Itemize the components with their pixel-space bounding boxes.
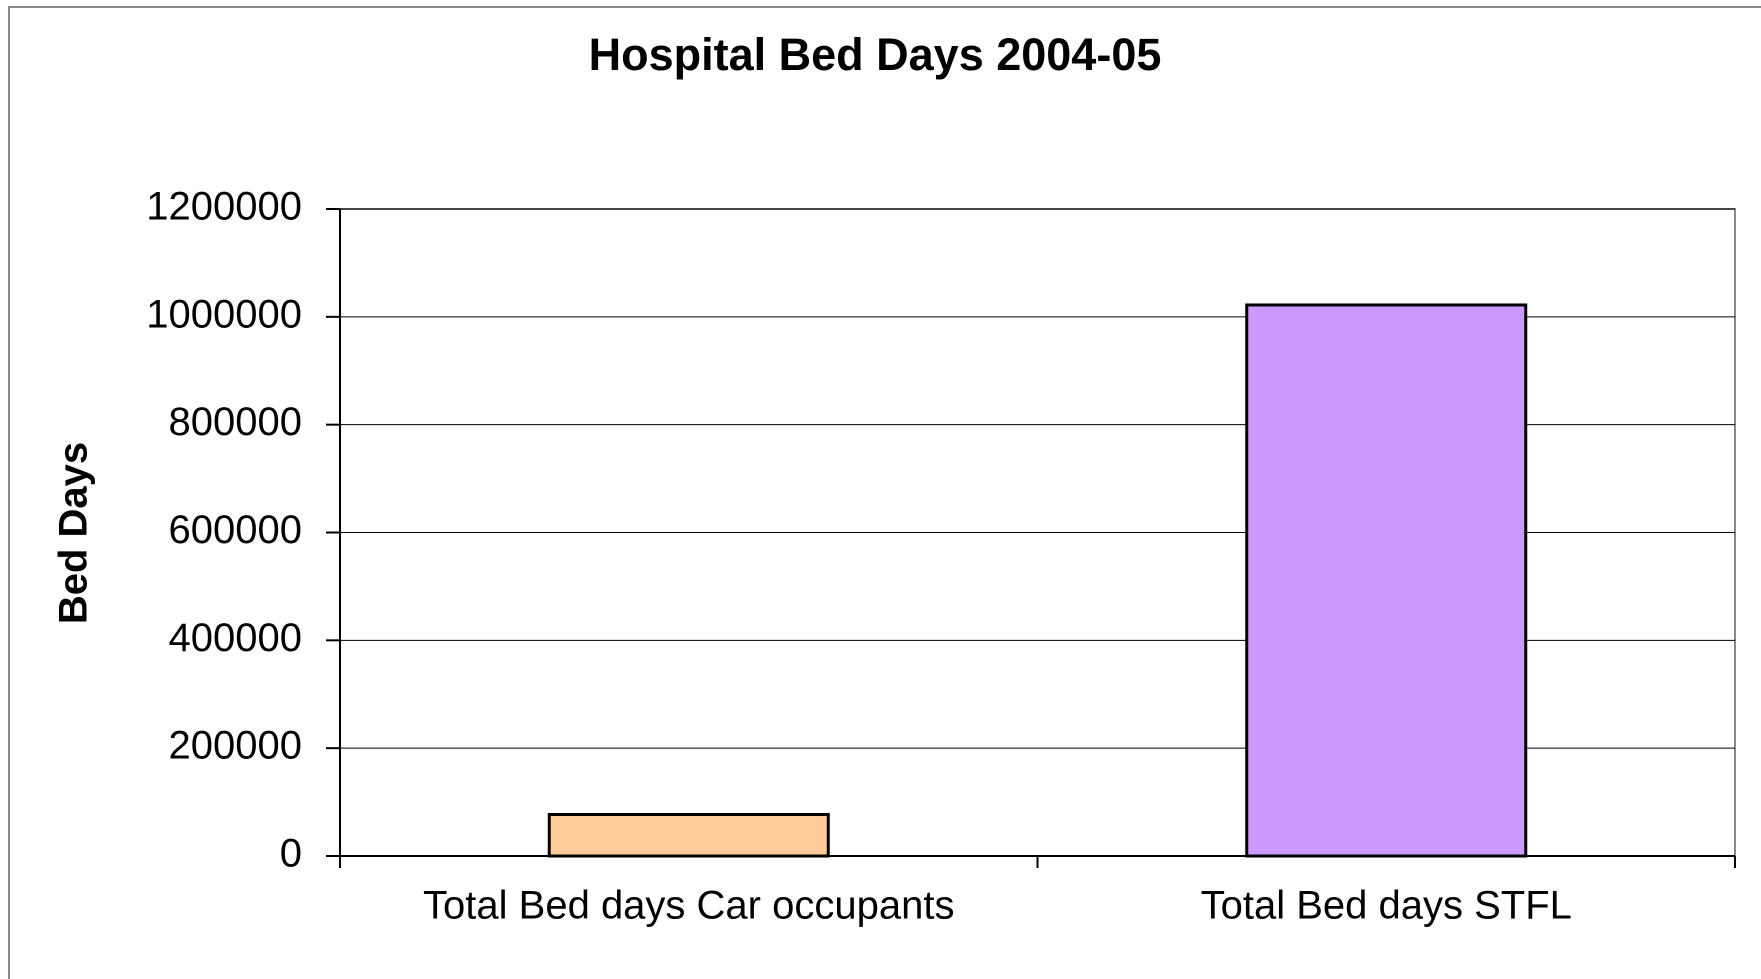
y-tick-label: 800000 (169, 400, 302, 444)
bar (1245, 303, 1528, 858)
chart-title: Hospital Bed Days 2004-05 (589, 29, 1162, 80)
y-tick-label: 600000 (169, 508, 302, 552)
y-tick-label: 1200000 (146, 185, 302, 229)
y-tick-label: 400000 (169, 616, 302, 660)
bar (547, 812, 830, 858)
y-tick-label: 1000000 (146, 292, 302, 336)
y-tick-label: 0 (280, 832, 302, 876)
x-tick-label: Total Bed days Car occupants (423, 884, 954, 928)
x-tick-label: Total Bed days STFL (1201, 884, 1572, 928)
y-tick-label: 200000 (169, 724, 302, 768)
y-axis-label: Bed Days (52, 442, 96, 624)
